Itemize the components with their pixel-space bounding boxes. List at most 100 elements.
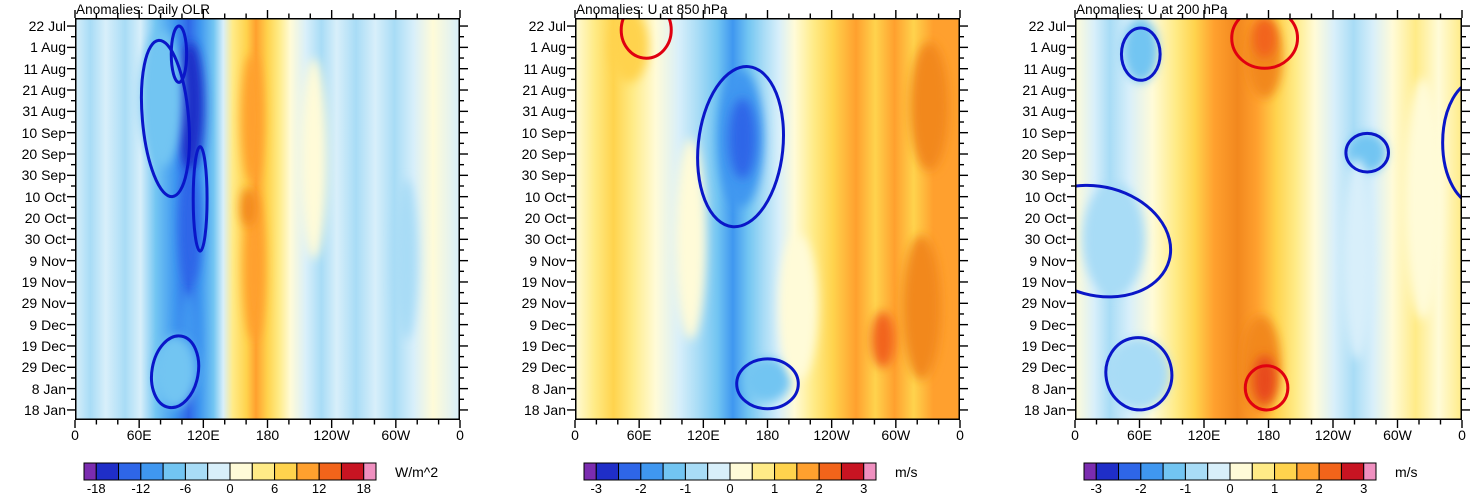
colorbar-tick-label: 1 — [1270, 481, 1279, 496]
y-tick-label: 9 Nov — [529, 252, 566, 269]
x-tick-label: 60E — [1127, 427, 1152, 443]
y-tick-label: 11 Aug — [1023, 60, 1066, 77]
colorbar-tick-label: 1 — [770, 481, 779, 496]
x-tick-label: 0 — [71, 427, 79, 443]
y-tick-label: 18 Jan — [523, 401, 566, 418]
y-tick-label: 19 Nov — [1021, 273, 1066, 290]
y-tick-label: 10 Sep — [521, 124, 566, 141]
colorbar-unit-olr: W/m^2 — [395, 464, 439, 480]
colorbar-tick-label: -1 — [679, 481, 692, 496]
colorbar-tick-label: 3 — [1360, 481, 1368, 496]
y-tick-label: 11 Aug — [23, 60, 66, 77]
panel-u850: Anomalies: U at 850 hPa 22 Jul 1 Aug 11 Au… — [500, 0, 1000, 497]
y-tick-label: 29 Nov — [521, 295, 566, 312]
colorbar-tick-label: 0 — [1226, 481, 1234, 496]
y-tick-label: 21 Aug — [22, 82, 66, 99]
x-tick-label: 120W — [1314, 427, 1352, 443]
olr-colorbar — [83, 462, 377, 481]
x-tick-label: 120E — [686, 427, 720, 443]
colorbar-unit-u200: m/s — [1395, 464, 1418, 480]
y-tick-label: 8 Jan — [31, 380, 66, 397]
x-tick-label: 120W — [313, 427, 350, 443]
y-tick-label: 29 Dec — [521, 359, 566, 376]
x-tick-label: 60W — [1383, 427, 1412, 443]
y-tick-label: 19 Dec — [1021, 337, 1066, 354]
y-tick-label: 20 Oct — [24, 209, 66, 226]
y-tick-label: 30 Oct — [524, 231, 566, 248]
u850-colorbar — [583, 462, 877, 481]
x-tick-label: 180 — [1256, 427, 1281, 443]
colorbar-tick-label: -18 — [86, 481, 106, 496]
y-tick-label: 30 Sep — [521, 167, 566, 184]
x-tick-label: 60E — [626, 427, 652, 443]
y-tick-label: 9 Dec — [1029, 316, 1066, 333]
colorbar-tick-label: 12 — [311, 481, 327, 496]
y-tick-label: 31 Aug — [522, 103, 566, 120]
y-tick-label: 10 Oct — [24, 188, 66, 205]
y-tick-label: 10 Oct — [1024, 188, 1066, 205]
x-tick-label: 0 — [571, 427, 579, 443]
y-tick-label: 22 Jul — [1028, 18, 1066, 35]
panel-title-u200: Anomalies: U at 200 hPa — [1076, 2, 1228, 17]
y-tick-label: 1 Aug — [30, 39, 66, 56]
y-tick-label: 22 Jul — [28, 18, 66, 35]
colorbar-tick-label: -2 — [635, 481, 647, 496]
y-tick-label: 30 Sep — [21, 167, 66, 184]
y-tick-label: 29 Dec — [1021, 359, 1066, 376]
colorbar-unit-u850: m/s — [895, 464, 918, 480]
y-tick-label: 10 Sep — [21, 124, 66, 141]
colorbar-tick-label: 0 — [726, 481, 734, 496]
y-tick-label: 20 Oct — [1024, 209, 1066, 226]
x-tick-label: 60E — [126, 427, 152, 443]
y-tick-label: 10 Sep — [1021, 124, 1066, 141]
colorbar-tick-label: -3 — [590, 481, 603, 496]
y-tick-label: 30 Oct — [1024, 231, 1066, 248]
x-tick-label: 180 — [755, 427, 780, 443]
y-tick-label: 9 Dec — [529, 316, 566, 333]
colorbar-tick-label: -3 — [1090, 481, 1103, 496]
y-tick-label: 8 Jan — [1031, 380, 1066, 397]
y-tick-label: 9 Nov — [29, 252, 66, 269]
x-tick-label: 120E — [186, 427, 220, 443]
colorbar-tick-label: -2 — [1135, 481, 1147, 496]
u200-plot — [1067, 10, 1470, 428]
y-tick-label: 19 Nov — [21, 273, 66, 290]
y-tick-label: 21 Aug — [522, 82, 566, 99]
colorbar-tick-label: -12 — [131, 481, 151, 496]
y-tick-label: 20 Sep — [1021, 146, 1066, 162]
u200-colorbar — [1083, 462, 1377, 481]
x-tick-label: 0 — [456, 427, 464, 443]
colorbar-tick-label: 18 — [356, 481, 371, 496]
panel-title-u850: Anomalies: U at 850 hPa — [576, 2, 728, 17]
y-tick-label: 29 Nov — [1021, 295, 1066, 312]
y-tick-label: 20 Sep — [521, 146, 566, 162]
y-tick-label: 19 Nov — [521, 273, 566, 290]
y-tick-label: 18 Jan — [23, 401, 66, 418]
olr-plot — [67, 10, 468, 428]
y-tick-label: 29 Nov — [21, 295, 66, 312]
colorbar-tick-label: 6 — [270, 481, 279, 496]
y-tick-label: 20 Oct — [524, 209, 566, 226]
y-tick-label: 29 Dec — [21, 359, 66, 376]
y-tick-label: 21 Aug — [1022, 82, 1066, 99]
y-tick-label: 1 Aug — [530, 39, 566, 56]
x-tick-label: 0 — [1458, 427, 1466, 443]
panel-olr: Anomalies: Daily OLR 22 Jul 1 Aug 11 Aug 21… — [0, 0, 500, 497]
x-tick-label: 60W — [881, 427, 911, 443]
colorbar-tick-label: -1 — [1179, 481, 1192, 496]
y-tick-label: 18 Jan — [1023, 401, 1066, 418]
y-tick-label: 30 Oct — [24, 231, 66, 248]
y-tick-label: 20 Sep — [21, 146, 66, 162]
x-tick-label: 60W — [381, 427, 411, 443]
colorbar-tick-label: 2 — [815, 481, 823, 496]
y-tick-label: 10 Oct — [524, 188, 566, 205]
y-tick-label: 8 Jan — [531, 380, 566, 397]
colorbar-tick-label: -6 — [179, 481, 192, 496]
y-tick-label: 19 Dec — [21, 337, 66, 354]
y-tick-label: 1 Aug — [1030, 39, 1066, 56]
y-tick-label: 31 Aug — [1022, 103, 1066, 120]
y-tick-label: 30 Sep — [1021, 167, 1066, 184]
x-tick-label: 0 — [1071, 427, 1079, 443]
colorbar-tick-label: 3 — [860, 481, 868, 496]
